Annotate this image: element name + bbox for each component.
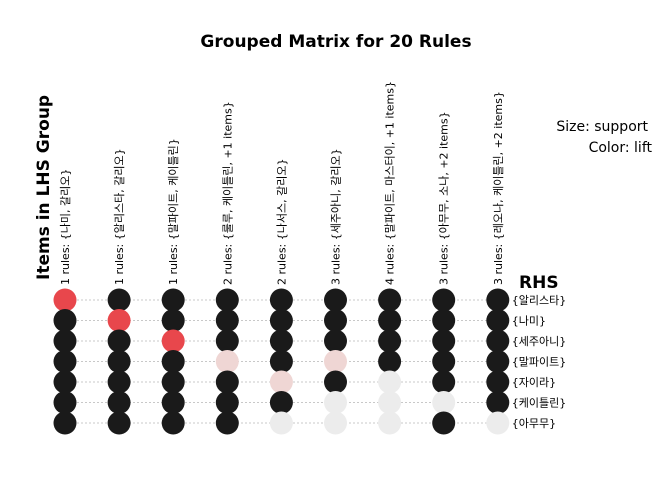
matrix-dot	[324, 288, 347, 312]
column-label: 1 rules: {말파이트, 케이틀린}	[167, 138, 180, 285]
matrix-dot	[161, 391, 185, 414]
row-label: {자이라}	[512, 376, 556, 389]
column-label: 1 rules: {나미, 갈리오}	[58, 169, 72, 285]
matrix-dot	[161, 329, 185, 353]
matrix-dot	[269, 350, 293, 373]
matrix-dot	[269, 288, 293, 312]
matrix-dot	[107, 370, 131, 394]
matrix-dot	[378, 411, 402, 435]
matrix-dot	[486, 309, 510, 332]
matrix-dot	[269, 391, 293, 414]
matrix-dot	[432, 329, 456, 353]
legend-color: Color: lift	[589, 140, 653, 156]
row-label: {케이틀린}	[512, 397, 566, 410]
matrix-dot	[486, 350, 510, 373]
matrix-dot	[378, 370, 402, 394]
column-label: 2 rules: {나서스, 갈리오}	[274, 159, 288, 285]
matrix-dot	[161, 309, 185, 332]
matrix-dot	[107, 288, 131, 312]
row-labels: {알리스타} {나미} {세주아니} {말파이트} {자이라} {케이틀린} {아무무}	[512, 293, 566, 430]
matrix-dot	[486, 288, 510, 312]
matrix-dot	[378, 288, 402, 312]
matrix-dot	[486, 370, 510, 394]
matrix-dot	[269, 329, 293, 353]
column-label: 1 rules: {알리스타, 갈리오}	[112, 148, 126, 285]
matrix-dot	[486, 391, 510, 414]
column-label: 3 rules: {레오나, 케이틀린, +2 items}	[492, 91, 505, 285]
matrix-dot	[107, 350, 131, 373]
matrix-dot	[107, 411, 131, 435]
matrix-dot	[432, 391, 456, 414]
matrix-dot	[378, 391, 402, 414]
matrix-dot	[378, 309, 402, 332]
matrix-dot	[107, 329, 131, 353]
matrix-dot	[215, 329, 239, 353]
matrix-dot	[53, 391, 77, 414]
legend-size: Size: support	[556, 119, 648, 135]
matrix-dot	[53, 370, 77, 394]
matrix-dot	[53, 350, 77, 373]
matrix-dot	[53, 411, 77, 435]
matrix-dot	[53, 309, 77, 332]
matrix-dot	[432, 309, 456, 332]
matrix-dot	[215, 370, 239, 394]
matrix-dot	[269, 370, 293, 394]
matrix-dots	[53, 288, 510, 435]
row-label: {아무무}	[512, 417, 556, 430]
column-label: 2 rules: {룰루, 케이틀린, +1 items}	[221, 101, 234, 285]
matrix-dot	[53, 329, 77, 353]
row-label: {나미}	[512, 315, 546, 328]
matrix-dot	[215, 288, 239, 312]
matrix-dot	[324, 411, 347, 435]
matrix-dot	[215, 309, 239, 332]
matrix-dot	[107, 309, 131, 332]
matrix-dot	[324, 350, 347, 373]
matrix-dot	[215, 411, 239, 435]
matrix-dot	[324, 309, 347, 332]
row-label: {세주아니}	[512, 335, 566, 348]
matrix-dot	[432, 411, 456, 435]
matrix-dot	[432, 288, 456, 312]
matrix-dot	[53, 288, 77, 312]
matrix-dot	[161, 288, 185, 312]
matrix-dot	[324, 391, 347, 414]
matrix-dot	[269, 411, 293, 435]
matrix-dot	[432, 370, 456, 394]
column-labels: 1 rules: {나미, 갈리오} 1 rules: {알리스타, 갈리오} 1 …	[58, 81, 505, 285]
matrix-dot	[215, 350, 239, 373]
rhs-axis-title: RHS	[519, 273, 559, 293]
column-label: 3 rules: {세주아니, 갈리오}	[329, 148, 343, 285]
matrix-dot	[324, 370, 347, 394]
matrix-dot	[432, 350, 456, 373]
matrix-dot	[324, 329, 347, 353]
matrix-dot	[215, 391, 239, 414]
row-label: {말파이트}	[512, 356, 566, 369]
matrix-dot	[161, 350, 185, 373]
column-label: 4 rules: {말파이트, 마스터이, +1 items}	[384, 81, 397, 285]
row-label: {알리스타}	[512, 293, 566, 307]
matrix-dot	[161, 411, 185, 435]
matrix-dot	[378, 329, 402, 353]
x-axis-title: Items in LHS Group	[34, 95, 54, 280]
column-label: 3 rules: {아무무, 소나, +2 items}	[438, 111, 451, 285]
matrix-dot	[378, 350, 402, 373]
matrix-dot	[107, 391, 131, 414]
chart-title: Grouped Matrix for 20 Rules	[200, 32, 471, 52]
matrix-dot	[486, 411, 510, 435]
matrix-dot	[269, 309, 293, 332]
matrix-dot	[486, 329, 510, 353]
matrix-dot	[161, 370, 185, 394]
